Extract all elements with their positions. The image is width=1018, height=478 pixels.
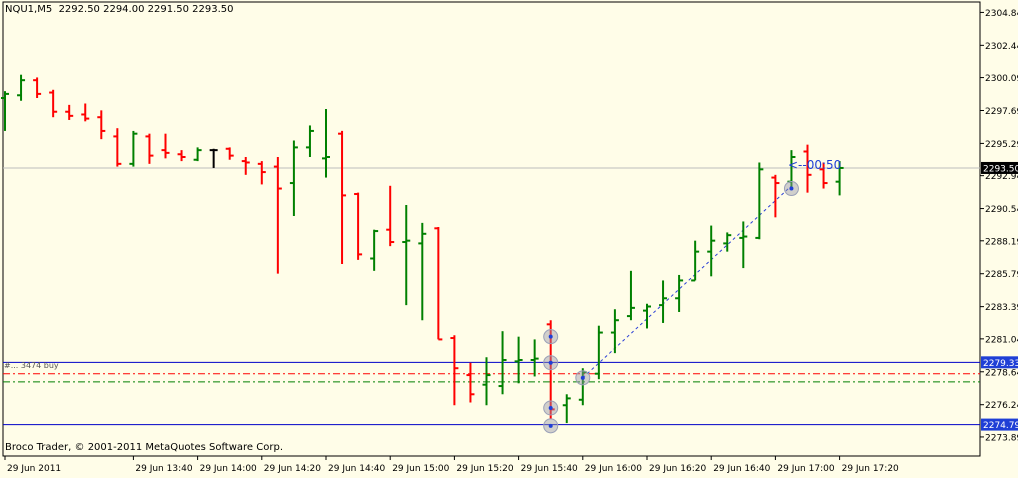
y-tick-label: 2278.64 [985, 368, 1018, 378]
current-price-label-bg [981, 161, 1018, 174]
y-tick-label: 2283.39 [985, 303, 1018, 313]
chart-header: NQU1,M5 2292.50 2294.00 2291.50 2293.50 [5, 4, 234, 15]
trade-marker-dot [548, 360, 553, 365]
x-tick-label: 29 Jun 14:40 [328, 464, 385, 474]
symbol-label: NQU1,M5 [5, 4, 53, 15]
y-tick-label: 2290.54 [985, 205, 1018, 215]
x-tick-label: 29 Jun 2011 [7, 464, 61, 474]
x-tick-label: 29 Jun 16:40 [713, 464, 770, 474]
y-tick-label: 2300.09 [985, 74, 1018, 84]
y-tick-label: 2292.94 [985, 172, 1018, 182]
plot-frame [2, 1, 981, 457]
bar-countdown: <--00:50 [788, 158, 842, 172]
x-tick-label: 29 Jun 16:20 [649, 464, 706, 474]
y-tick-label: 2288.19 [985, 237, 1018, 247]
trade-marker-dot [548, 405, 553, 410]
trade-marker-dot [548, 423, 553, 428]
x-tick-label: 29 Jun 14:00 [200, 464, 257, 474]
trade-marker-dot [580, 375, 585, 380]
x-tick-label: 29 Jun 14:20 [264, 464, 321, 474]
y-tick-label: 2273.89 [985, 433, 1018, 443]
x-tick-label: 29 Jun 17:20 [842, 464, 899, 474]
price-level-label-bg [981, 356, 1018, 369]
price-level-label: 2279.33 [983, 359, 1018, 369]
y-tick-label: 2295.29 [985, 140, 1018, 150]
y-tick-label: 2281.04 [985, 335, 1018, 345]
y-tick-label: 2285.79 [985, 270, 1018, 280]
trade-marker-dot [789, 186, 794, 191]
trendline[interactable] [582, 185, 792, 379]
current-price-label: 2293.50 [983, 164, 1018, 174]
ohlc-readout: 2292.50 2294.00 2291.50 2293.50 [58, 4, 234, 15]
x-tick-label: 29 Jun 15:20 [456, 464, 513, 474]
x-tick-label: 29 Jun 17:00 [777, 464, 834, 474]
y-tick-label: 2302.44 [985, 42, 1018, 52]
y-tick-label: 2276.24 [985, 401, 1018, 411]
y-tick-label: 2304.84 [985, 9, 1018, 19]
x-tick-label: 29 Jun 13:40 [135, 464, 192, 474]
x-tick-label: 29 Jun 16:00 [585, 464, 642, 474]
y-tick-label: 2297.69 [985, 107, 1018, 117]
order-label: #... 3474 buy [4, 361, 59, 370]
price-level-label: 2274.79 [983, 421, 1018, 431]
x-tick-label: 29 Jun 15:00 [392, 464, 449, 474]
x-tick-label: 29 Jun 15:40 [521, 464, 578, 474]
copyright-text: Broco Trader, © 2001-2011 MetaQuotes Sof… [5, 442, 283, 453]
price-level-label-bg [981, 418, 1018, 431]
trade-marker-dot [548, 334, 553, 339]
